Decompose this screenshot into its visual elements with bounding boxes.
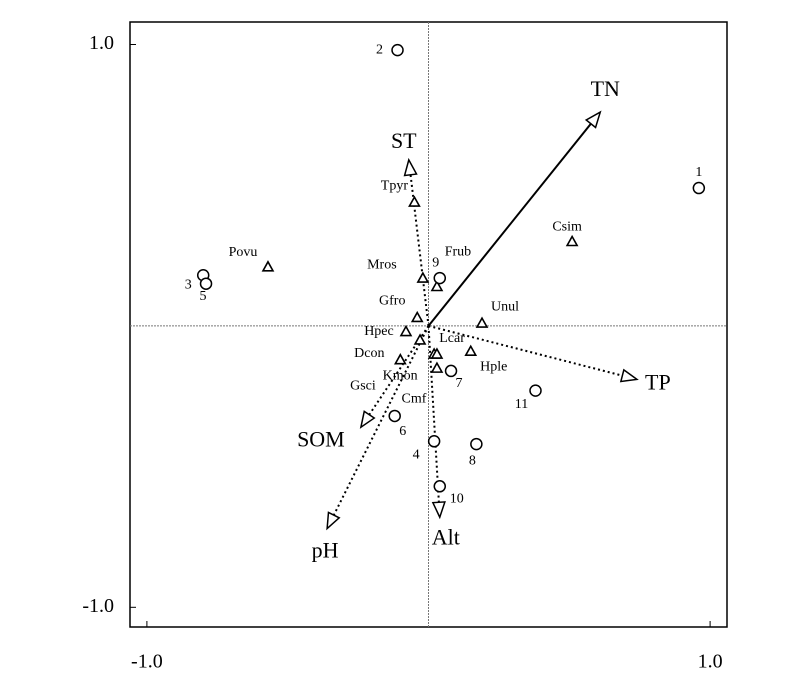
species-label: Hple xyxy=(480,359,507,374)
arrow-head xyxy=(584,110,602,129)
x-tick-label: 1.0 xyxy=(698,651,723,673)
species-point xyxy=(475,316,489,328)
site-point xyxy=(433,480,447,493)
species-label: Tpyr xyxy=(381,178,409,193)
site-point xyxy=(444,364,458,378)
site-label: 10 xyxy=(450,492,464,507)
arrow-head xyxy=(403,157,418,177)
y-tick-label: -1.0 xyxy=(82,595,114,617)
site-label: 9 xyxy=(432,255,439,270)
species-label: Csim xyxy=(552,220,582,235)
arrow-label: TN xyxy=(591,76,620,101)
species-label: Lcar xyxy=(439,331,465,346)
species-point xyxy=(416,271,430,283)
arrow-shaft xyxy=(332,325,430,516)
site-label: 2 xyxy=(376,42,383,57)
species-point xyxy=(410,310,424,323)
site-label: 7 xyxy=(456,376,463,391)
arrow-head xyxy=(619,368,639,383)
species-point xyxy=(565,234,579,247)
species-point xyxy=(408,195,421,207)
species-label: Gsci xyxy=(350,378,376,393)
site-point xyxy=(692,181,706,195)
species-label: Povu xyxy=(229,245,258,260)
species-label: Kmon xyxy=(383,368,418,383)
arrow-head xyxy=(326,511,341,531)
site-label: 4 xyxy=(413,447,420,462)
site-point xyxy=(199,277,213,290)
species-label: Gfro xyxy=(379,294,405,309)
site-point xyxy=(470,437,483,451)
arrow-shaft xyxy=(427,123,592,327)
site-label: 6 xyxy=(399,424,406,439)
arrow-head xyxy=(359,410,376,429)
species-label: Mros xyxy=(367,257,397,272)
species-point xyxy=(413,333,427,345)
arrow-head xyxy=(431,501,446,520)
x-tick-label: -1.0 xyxy=(131,651,163,673)
species-point xyxy=(399,324,413,337)
site-point xyxy=(529,384,542,397)
site-label: 8 xyxy=(469,453,476,468)
site-point xyxy=(427,435,441,448)
site-label: 11 xyxy=(515,397,528,412)
species-point xyxy=(464,344,478,357)
species-label: Unul xyxy=(491,299,519,314)
species-point xyxy=(261,260,275,272)
y-tick-label: 1.0 xyxy=(89,32,114,54)
arrow-label: pH xyxy=(312,538,339,563)
arrow-label: Alt xyxy=(432,524,460,549)
species-label: Cmf xyxy=(402,391,427,406)
site-label: 3 xyxy=(185,277,192,292)
species-point xyxy=(430,361,444,373)
site-label: 1 xyxy=(695,165,702,180)
arrow-label: TP xyxy=(645,369,671,394)
arrow-shaft xyxy=(409,174,430,327)
site-point xyxy=(388,409,401,423)
species-label: Frub xyxy=(445,245,471,260)
arrow-label: SOM xyxy=(297,426,345,451)
species-label: Dcon xyxy=(354,346,384,361)
species-point xyxy=(430,279,444,292)
species-point xyxy=(430,347,444,359)
species-point xyxy=(393,353,407,365)
site-label: 5 xyxy=(200,289,207,304)
arrow-shaft xyxy=(428,324,623,377)
site-point xyxy=(391,43,404,57)
species-label: Hpec xyxy=(364,324,394,339)
site-point xyxy=(433,271,447,285)
arrow-label: ST xyxy=(391,128,417,153)
